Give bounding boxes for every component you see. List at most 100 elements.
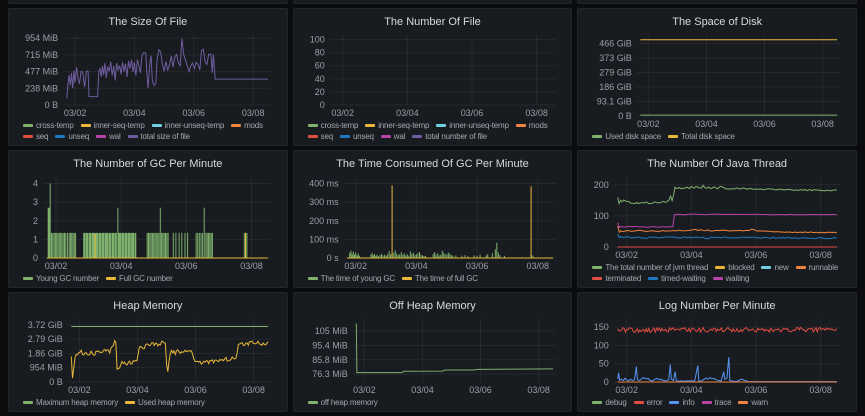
svg-text:03/08: 03/08 <box>526 261 549 271</box>
legend-label: inner-unseq-temp <box>449 121 509 130</box>
chart-svg[interactable]: 0 B 238 MiB 477 MiB 715 MiB 954 MiB 03/02 03/0… <box>19 30 277 119</box>
svg-text:3: 3 <box>33 197 38 207</box>
legend-color-dash <box>701 401 712 404</box>
legend-item[interactable]: debug <box>592 397 627 408</box>
panel-size-of-file: The Size Of File 0 B 238 MiB 477 MiB 715 Mi… <box>8 8 288 146</box>
svg-text:03/04: 03/04 <box>123 108 146 118</box>
svg-text:03/08: 03/08 <box>527 385 550 395</box>
chart-heap-memory[interactable]: 0 B 954 MiB 1.86 GiB 2.79 GiB 3.72 GiB 03/02 0… <box>19 314 277 396</box>
panel-title[interactable]: The Number Of Java Thread <box>647 158 788 170</box>
chart-log-number[interactable]: 0 50 100 150 03/02 03/04 03/06 03/08 <box>588 314 846 396</box>
chart-svg[interactable]: 76.3 MiB 85.8 MiB 95.4 MiB 105 MiB 03/02 03/0… <box>304 314 562 396</box>
legend-item[interactable]: cross-temp <box>307 120 358 131</box>
panel-gc-count: The Number of GC Per Minute 0 1 2 3 4 03/02 03… <box>8 150 288 288</box>
legend-item[interactable]: The time of young GC <box>307 273 395 284</box>
svg-text:715 MiB: 715 MiB <box>25 50 58 60</box>
panel-title[interactable]: The Number Of File <box>384 16 481 28</box>
svg-text:60: 60 <box>314 61 324 71</box>
svg-text:85.8 MiB: 85.8 MiB <box>312 355 348 365</box>
svg-text:03/02: 03/02 <box>616 250 639 260</box>
legend-item[interactable]: waiting <box>712 273 749 284</box>
panel-title[interactable]: The Size Of File <box>108 16 188 28</box>
panel-title[interactable]: Off Heap Memory <box>389 300 476 312</box>
legend-item[interactable]: new <box>761 262 789 273</box>
legend: cross-temp inner-seq-temp inner-unseq-temp… <box>19 119 277 142</box>
panel-title[interactable]: The Space of Disk <box>672 16 763 28</box>
legend-item[interactable]: seq <box>23 131 49 142</box>
chart-svg[interactable]: 0 s 100 ms 200 ms 300 ms 400 ms 03/02 03/04 03/… <box>304 172 562 272</box>
svg-text:186 GiB: 186 GiB <box>600 82 633 92</box>
legend-item[interactable]: runnable <box>795 262 838 273</box>
legend-item[interactable]: The time of full GC <box>401 273 478 284</box>
svg-text:100: 100 <box>594 340 609 350</box>
legend-label: warn <box>751 398 768 407</box>
legend-item[interactable]: Young GC number <box>23 273 99 284</box>
legend-item[interactable]: The total number of jvm thread <box>592 262 708 273</box>
chart-size-of-file[interactable]: 0 B 238 MiB 477 MiB 715 MiB 954 MiB 03/02 03/0… <box>19 30 277 119</box>
chart-gc-count[interactable]: 0 1 2 3 4 03/02 03/04 03/06 03/08 <box>19 172 277 272</box>
chart-svg[interactable]: 0 50 100 150 03/02 03/04 03/06 03/08 <box>588 314 846 396</box>
legend-label: debug <box>605 398 627 407</box>
legend-label: Maximum heap memory <box>36 398 119 407</box>
legend-item[interactable]: inner-unseq-temp <box>436 120 509 131</box>
panel-title[interactable]: Heap Memory <box>113 300 183 312</box>
legend-item[interactable]: total size of file <box>127 131 190 142</box>
legend-item[interactable]: mods <box>231 120 263 131</box>
legend-item[interactable]: inner-seq-temp <box>80 120 145 131</box>
legend-item[interactable]: inner-seq-temp <box>365 120 429 131</box>
legend-item[interactable]: Full GC number <box>105 273 173 284</box>
legend-item[interactable]: Used disk space <box>592 131 661 142</box>
partial-panel <box>577 0 857 4</box>
legend-item[interactable]: blocked <box>715 262 755 273</box>
chart-off-heap-memory[interactable]: 76.3 MiB 85.8 MiB 95.4 MiB 105 MiB 03/02 03/0… <box>304 314 562 396</box>
legend-item[interactable]: wal <box>96 131 121 142</box>
chart-svg[interactable]: 0 20 40 60 80 100 03/02 03/04 03/06 03/08 <box>304 30 562 119</box>
legend-item[interactable]: unseq <box>339 131 374 142</box>
legend-color-dash <box>80 124 91 127</box>
legend-color-dash <box>761 266 772 269</box>
legend-label: total number of file <box>425 132 488 141</box>
svg-text:95.4 MiB: 95.4 MiB <box>312 340 348 350</box>
chart-space-of-disk[interactable]: 0 B 93.1 GiB 186 GiB 279 GiB 373 GiB 466 GiB 0… <box>588 30 846 130</box>
panel-title[interactable]: Log Number Per Minute <box>658 300 776 312</box>
legend-item[interactable]: total number of file <box>412 131 487 142</box>
svg-text:93.1 GiB: 93.1 GiB <box>597 97 632 107</box>
svg-text:0 B: 0 B <box>619 111 633 121</box>
legend-item[interactable]: info <box>669 397 695 408</box>
legend-item[interactable]: Total disk space <box>668 131 735 142</box>
chart-svg[interactable]: 0 100 200 03/02 03/04 03/06 03/08 <box>588 172 846 261</box>
legend-item[interactable]: warn <box>738 397 768 408</box>
legend-label: seq <box>320 132 334 141</box>
legend-item[interactable]: Used heap memory <box>125 397 205 408</box>
legend-item[interactable]: error <box>633 397 663 408</box>
chart-svg[interactable]: 0 B 93.1 GiB 186 GiB 279 GiB 373 GiB 466 GiB 0… <box>588 30 846 130</box>
legend-color-dash <box>365 124 376 127</box>
legend-item[interactable]: timed-waiting <box>648 273 706 284</box>
legend-item[interactable]: wal <box>380 131 405 142</box>
svg-text:03/02: 03/02 <box>331 108 354 118</box>
legend-item[interactable]: trace <box>701 397 732 408</box>
legend-color-dash <box>592 401 603 404</box>
svg-text:76.3 MiB: 76.3 MiB <box>312 369 348 379</box>
chart-java-thread[interactable]: 0 100 200 03/02 03/04 03/06 03/08 <box>588 172 846 261</box>
panel-gc-time: The Time Consumed Of GC Per Minute 0 s 10… <box>292 150 573 288</box>
legend-item[interactable]: mods <box>515 120 548 131</box>
svg-text:2: 2 <box>33 216 38 226</box>
panel-title[interactable]: The Time Consumed Of GC Per Minute <box>336 158 529 170</box>
chart-number-of-file[interactable]: 0 20 40 60 80 100 03/02 03/04 03/06 03/08 <box>304 30 562 119</box>
legend-item[interactable]: cross-temp <box>23 120 74 131</box>
legend-item[interactable]: Maximum heap memory <box>23 397 118 408</box>
chart-svg[interactable]: 0 1 2 3 4 03/02 03/04 03/06 03/08 <box>19 172 277 272</box>
legend-item[interactable]: inner-unseq-temp <box>151 120 224 131</box>
chart-svg[interactable]: 0 B 954 MiB 1.86 GiB 2.79 GiB 3.72 GiB 03/02 0… <box>19 314 277 396</box>
legend-item[interactable]: off heap memory <box>307 397 378 408</box>
legend-item[interactable]: terminated <box>592 273 641 284</box>
legend: debug error info trace warn <box>588 396 846 408</box>
chart-gc-time[interactable]: 0 s 100 ms 200 ms 300 ms 400 ms 03/02 03/04 03/… <box>304 172 562 272</box>
legend-item[interactable]: unseq <box>55 131 89 142</box>
legend-color-dash <box>669 401 680 404</box>
svg-text:100: 100 <box>309 35 324 45</box>
panel-title[interactable]: The Number of GC Per Minute <box>73 158 223 170</box>
legend-item[interactable]: seq <box>307 131 334 142</box>
